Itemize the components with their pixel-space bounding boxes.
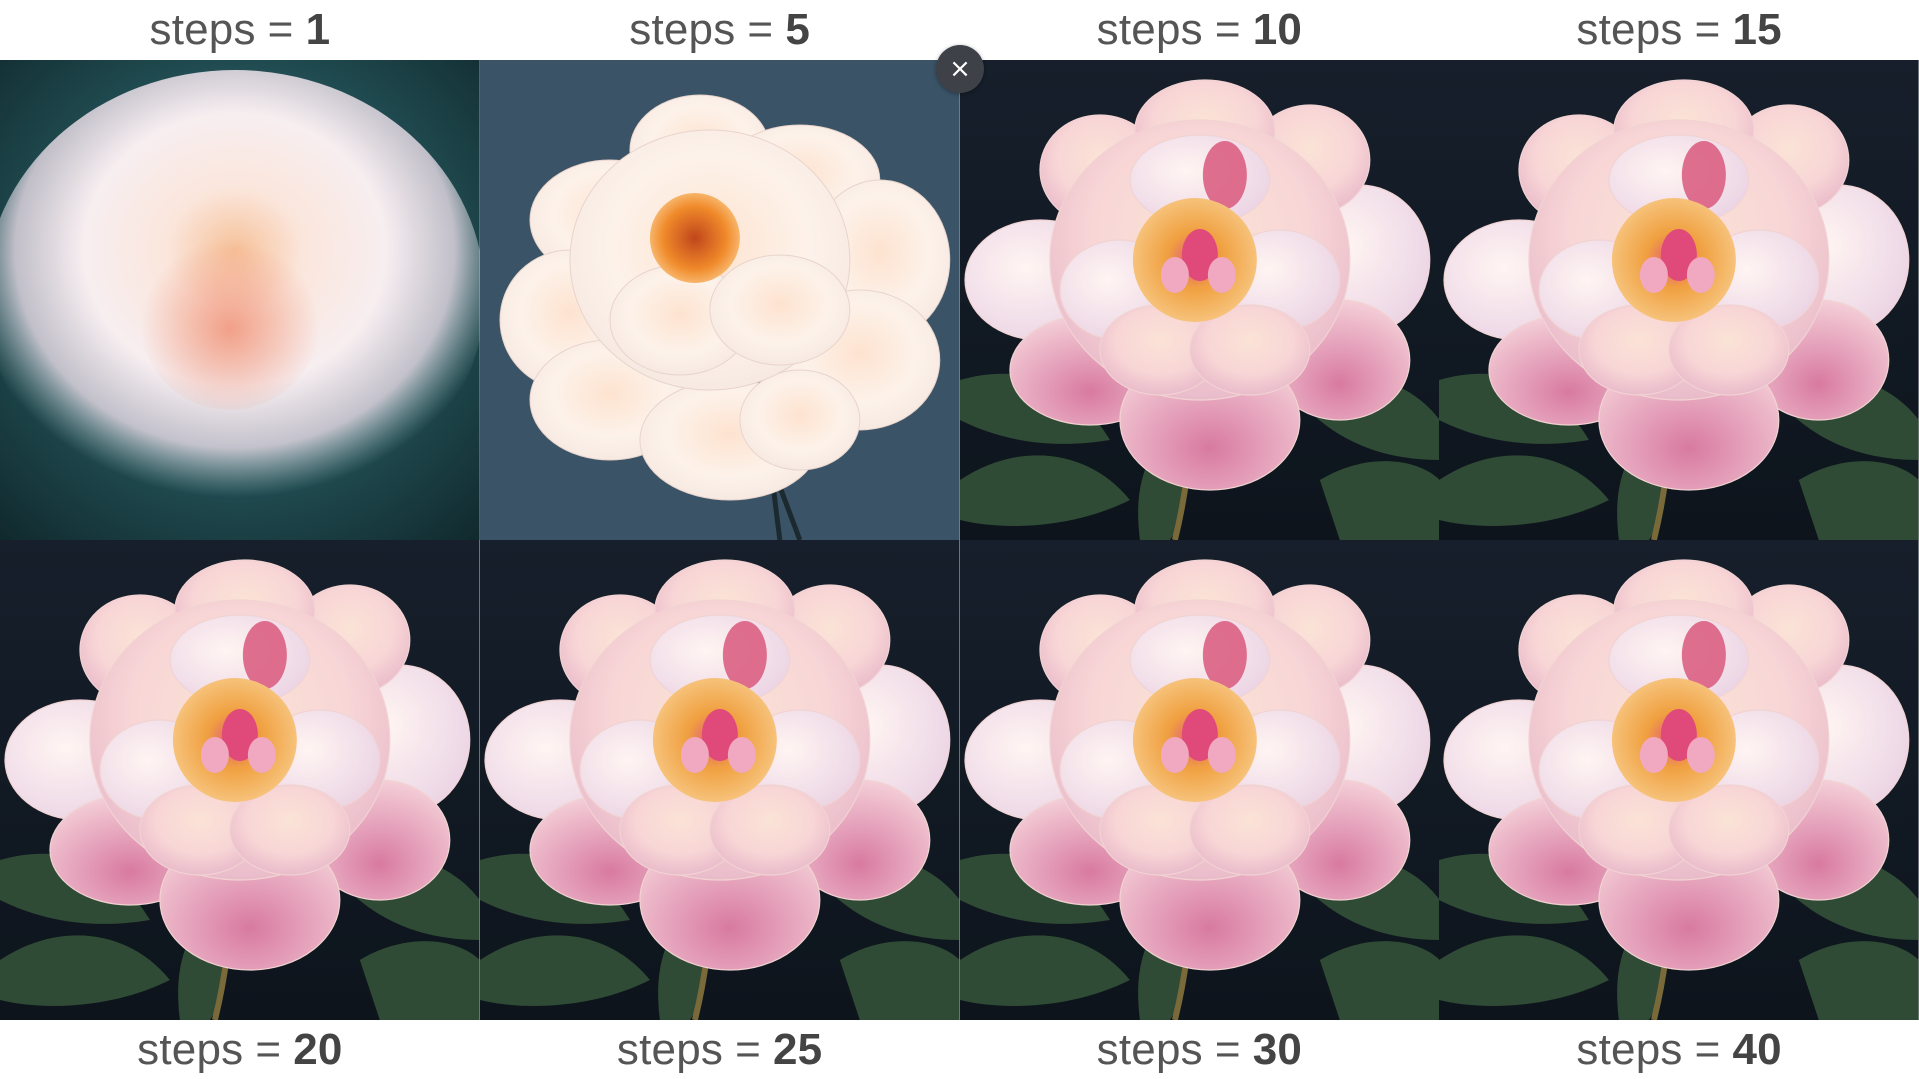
label-steps-40: steps = 40 (1576, 1025, 1782, 1074)
peony-image (1439, 540, 1919, 1020)
close-icon: × (949, 54, 971, 84)
peony-image (960, 60, 1440, 540)
image-steps-40[interactable] (1439, 540, 1919, 1020)
label-steps-10: steps = 10 (1096, 5, 1303, 54)
bottom-labels: steps = 20 steps = 25 steps = 30 steps = 40 (0, 1020, 1919, 1079)
image-steps-15[interactable] (1439, 60, 1919, 540)
image-steps-10[interactable] (960, 60, 1440, 540)
image-steps-1[interactable] (0, 60, 480, 540)
peony-image (480, 540, 960, 1020)
label-steps-20: steps = 20 (137, 1025, 343, 1074)
blurry-flower-image (0, 60, 480, 540)
close-button[interactable]: × (936, 45, 984, 93)
white-flower-image (479, 60, 960, 540)
label-steps-25: steps = 25 (616, 1025, 823, 1074)
label-steps-15: steps = 15 (1576, 5, 1782, 54)
peony-image (1439, 60, 1919, 540)
image-steps-20[interactable] (0, 540, 480, 1020)
image-steps-30[interactable] (960, 540, 1440, 1020)
label-steps-30: steps = 30 (1096, 1025, 1303, 1074)
image-steps-25[interactable] (480, 540, 960, 1020)
top-labels: steps = 1 steps = 5 steps = 10 steps = 15 (0, 0, 1919, 60)
label-steps-1: steps = 1 (149, 5, 331, 54)
peony-image (960, 540, 1440, 1020)
peony-image (0, 540, 480, 1020)
image-grid (0, 60, 1919, 1020)
image-steps-5[interactable] (479, 60, 960, 540)
label-steps-5: steps = 5 (629, 5, 810, 54)
